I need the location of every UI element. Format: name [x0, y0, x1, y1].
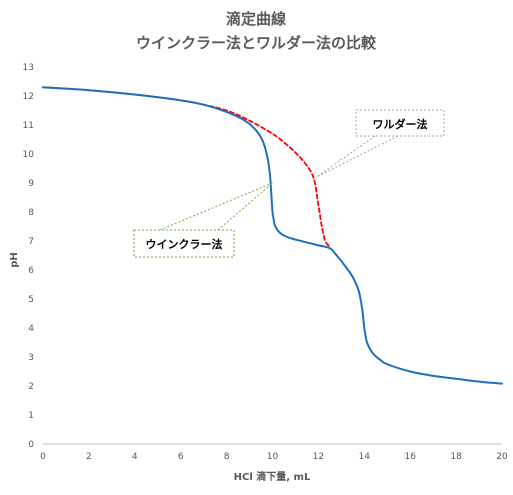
- callout-leader-line: [159, 182, 273, 231]
- callout-label: ウインクラー法: [146, 237, 223, 251]
- callout-layer: ウインクラー法 ワルダー法: [133, 109, 445, 258]
- y-tick-label: 10: [23, 150, 35, 160]
- x-tick-label: 20: [496, 452, 508, 462]
- x-axis-ticks: 0 2 4 6 8 10 12 14 16 18 20: [40, 452, 508, 462]
- x-tick-label: 2: [86, 452, 92, 462]
- y-tick-label: 12: [23, 92, 34, 102]
- y-tick-label: 3: [28, 353, 34, 363]
- y-tick-label: 0: [28, 440, 34, 450]
- x-tick-label: 4: [132, 452, 138, 462]
- x-tick-label: 10: [267, 452, 279, 462]
- series-line-winkler: [42, 86, 503, 385]
- series-layer: [42, 86, 503, 385]
- y-tick-label: 6: [28, 266, 34, 276]
- callout-label: ワルダー法: [373, 117, 428, 131]
- y-tick-label: 4: [28, 324, 34, 334]
- chart-title: 滴定曲線: [226, 10, 286, 28]
- chart-subtitle: ウインクラー法とワルダー法の比較: [136, 34, 377, 52]
- callout-leader-line: [315, 135, 399, 178]
- callout-box: [133, 229, 235, 258]
- x-axis-title: HCl 滴下量, mL: [234, 470, 311, 483]
- y-tick-label: 7: [28, 237, 34, 247]
- y-tick-label: 13: [23, 63, 34, 73]
- x-tick-label: 8: [224, 452, 230, 462]
- x-tick-label: 6: [178, 452, 184, 462]
- x-tick-label: 12: [313, 452, 324, 462]
- x-tick-label: 16: [404, 452, 416, 462]
- y-tick-label: 11: [23, 121, 34, 131]
- y-tick-label: 8: [28, 208, 34, 218]
- y-tick-label: 1: [28, 411, 34, 421]
- y-tick-label: 5: [28, 295, 34, 305]
- y-axis-title: pH: [9, 252, 20, 268]
- y-tick-label: 2: [28, 382, 34, 392]
- x-tick-label: 14: [359, 452, 371, 462]
- y-tick-label: 9: [28, 179, 34, 189]
- x-tick-label: 18: [450, 452, 462, 462]
- callout-box: [355, 109, 445, 137]
- x-tick-label: 0: [40, 452, 46, 462]
